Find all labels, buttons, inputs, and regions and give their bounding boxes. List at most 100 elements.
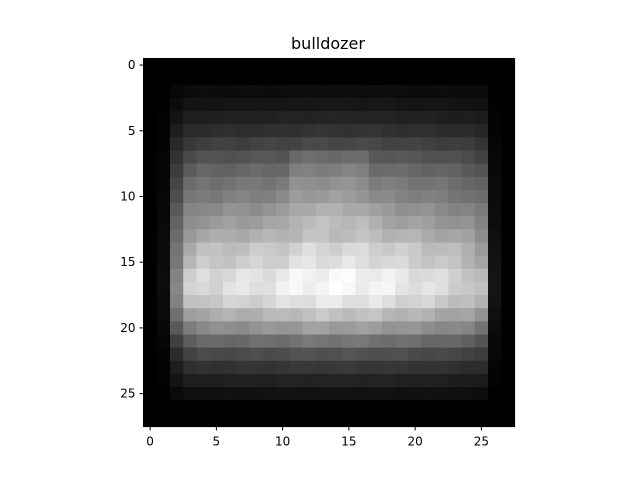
heatmap-cell <box>461 387 476 401</box>
heatmap-cell <box>209 124 224 138</box>
heatmap-cell <box>368 58 383 73</box>
heatmap-cell <box>382 97 396 112</box>
y-tick-label: 15 <box>120 255 135 269</box>
heatmap-cell <box>435 137 449 152</box>
heatmap-cell <box>156 176 171 191</box>
heatmap-cell <box>302 295 317 309</box>
heatmap-cell <box>315 97 330 112</box>
heatmap-cell <box>461 71 476 86</box>
heatmap-cell <box>156 150 171 165</box>
heatmap-cell <box>302 176 317 191</box>
heatmap-cell <box>421 229 436 244</box>
heatmap-cell <box>448 373 463 388</box>
heatmap-cell <box>382 308 396 322</box>
heatmap-cell <box>368 203 383 217</box>
heatmap-cell <box>236 150 251 165</box>
heatmap-cell <box>342 203 357 217</box>
heatmap-cell <box>435 71 449 86</box>
heatmap-cell <box>302 229 317 244</box>
heatmap-cell <box>302 387 317 401</box>
heatmap-cell <box>408 400 423 414</box>
heatmap-cell <box>183 203 198 217</box>
heatmap-cell <box>170 163 184 178</box>
heatmap-cell <box>315 347 330 362</box>
heatmap-cell <box>236 229 251 244</box>
heatmap-cell <box>289 150 304 165</box>
heatmap-cell <box>236 400 251 414</box>
heatmap-cell <box>249 400 264 414</box>
heatmap-cell <box>448 255 463 270</box>
heatmap-cell <box>223 360 237 375</box>
heatmap-cell <box>461 321 476 336</box>
heatmap-cell <box>488 111 502 125</box>
heatmap-cell <box>355 150 370 165</box>
heatmap-cell <box>315 268 330 283</box>
heatmap-cell <box>183 360 198 375</box>
heatmap-cell <box>488 189 502 204</box>
heatmap-cell <box>355 373 370 388</box>
heatmap-cell <box>342 163 357 178</box>
heatmap-cell <box>408 163 423 178</box>
heatmap-cell <box>382 373 396 388</box>
heatmap-cell <box>501 111 516 125</box>
heatmap-cell <box>382 216 396 230</box>
heatmap-cell <box>408 71 423 86</box>
heatmap-cell <box>143 242 158 257</box>
heatmap-cell <box>368 295 383 309</box>
heatmap-cell <box>329 387 343 401</box>
heatmap-cell <box>408 111 423 125</box>
heatmap-cell <box>302 334 317 349</box>
heatmap-cell <box>302 413 317 428</box>
heatmap-cell <box>368 137 383 152</box>
heatmap-cell <box>395 360 410 375</box>
heatmap-cell <box>183 84 198 99</box>
heatmap-cell <box>276 387 290 401</box>
heatmap-cell <box>421 334 436 349</box>
heatmap-cell <box>448 413 463 428</box>
heatmap-cell <box>421 111 436 125</box>
heatmap-cell <box>382 387 396 401</box>
heatmap-cell <box>474 124 489 138</box>
heatmap-cell <box>488 360 502 375</box>
heatmap-cell <box>143 150 158 165</box>
x-tick-label: 15 <box>341 435 356 449</box>
heatmap-cell <box>395 229 410 244</box>
heatmap-cell <box>183 255 198 270</box>
heatmap-cell <box>421 176 436 191</box>
heatmap-cell <box>183 150 198 165</box>
heatmap-cell <box>421 321 436 336</box>
heatmap-cell <box>382 255 396 270</box>
heatmap-cell <box>355 255 370 270</box>
heatmap-cell <box>448 334 463 349</box>
heatmap-cell <box>501 387 516 401</box>
heatmap-cell <box>249 308 264 322</box>
heatmap-cell <box>488 203 502 217</box>
heatmap-cell <box>461 281 476 296</box>
heatmap-cell <box>289 387 304 401</box>
heatmap-cell <box>302 163 317 178</box>
heatmap-cell <box>395 242 410 257</box>
heatmap-cell <box>209 242 224 257</box>
heatmap-cell <box>355 360 370 375</box>
heatmap-cell <box>435 268 449 283</box>
heatmap-cell <box>249 321 264 336</box>
heatmap-cell <box>262 124 277 138</box>
heatmap-cell <box>276 189 290 204</box>
heatmap-cell <box>421 387 436 401</box>
heatmap-cell <box>170 58 184 73</box>
heatmap-cell <box>368 71 383 86</box>
heatmap-cell <box>382 176 396 191</box>
heatmap-cell <box>289 308 304 322</box>
heatmap-cell <box>488 387 502 401</box>
heatmap-cell <box>408 373 423 388</box>
heatmap-cell <box>223 268 237 283</box>
heatmap-cell <box>368 97 383 112</box>
heatmap-cell <box>342 373 357 388</box>
heatmap-cell <box>302 111 317 125</box>
heatmap-cell <box>209 97 224 112</box>
heatmap-cell <box>223 242 237 257</box>
heatmap-cell <box>435 281 449 296</box>
heatmap-cell <box>249 216 264 230</box>
heatmap-cell <box>435 216 449 230</box>
heatmap-cell <box>236 334 251 349</box>
